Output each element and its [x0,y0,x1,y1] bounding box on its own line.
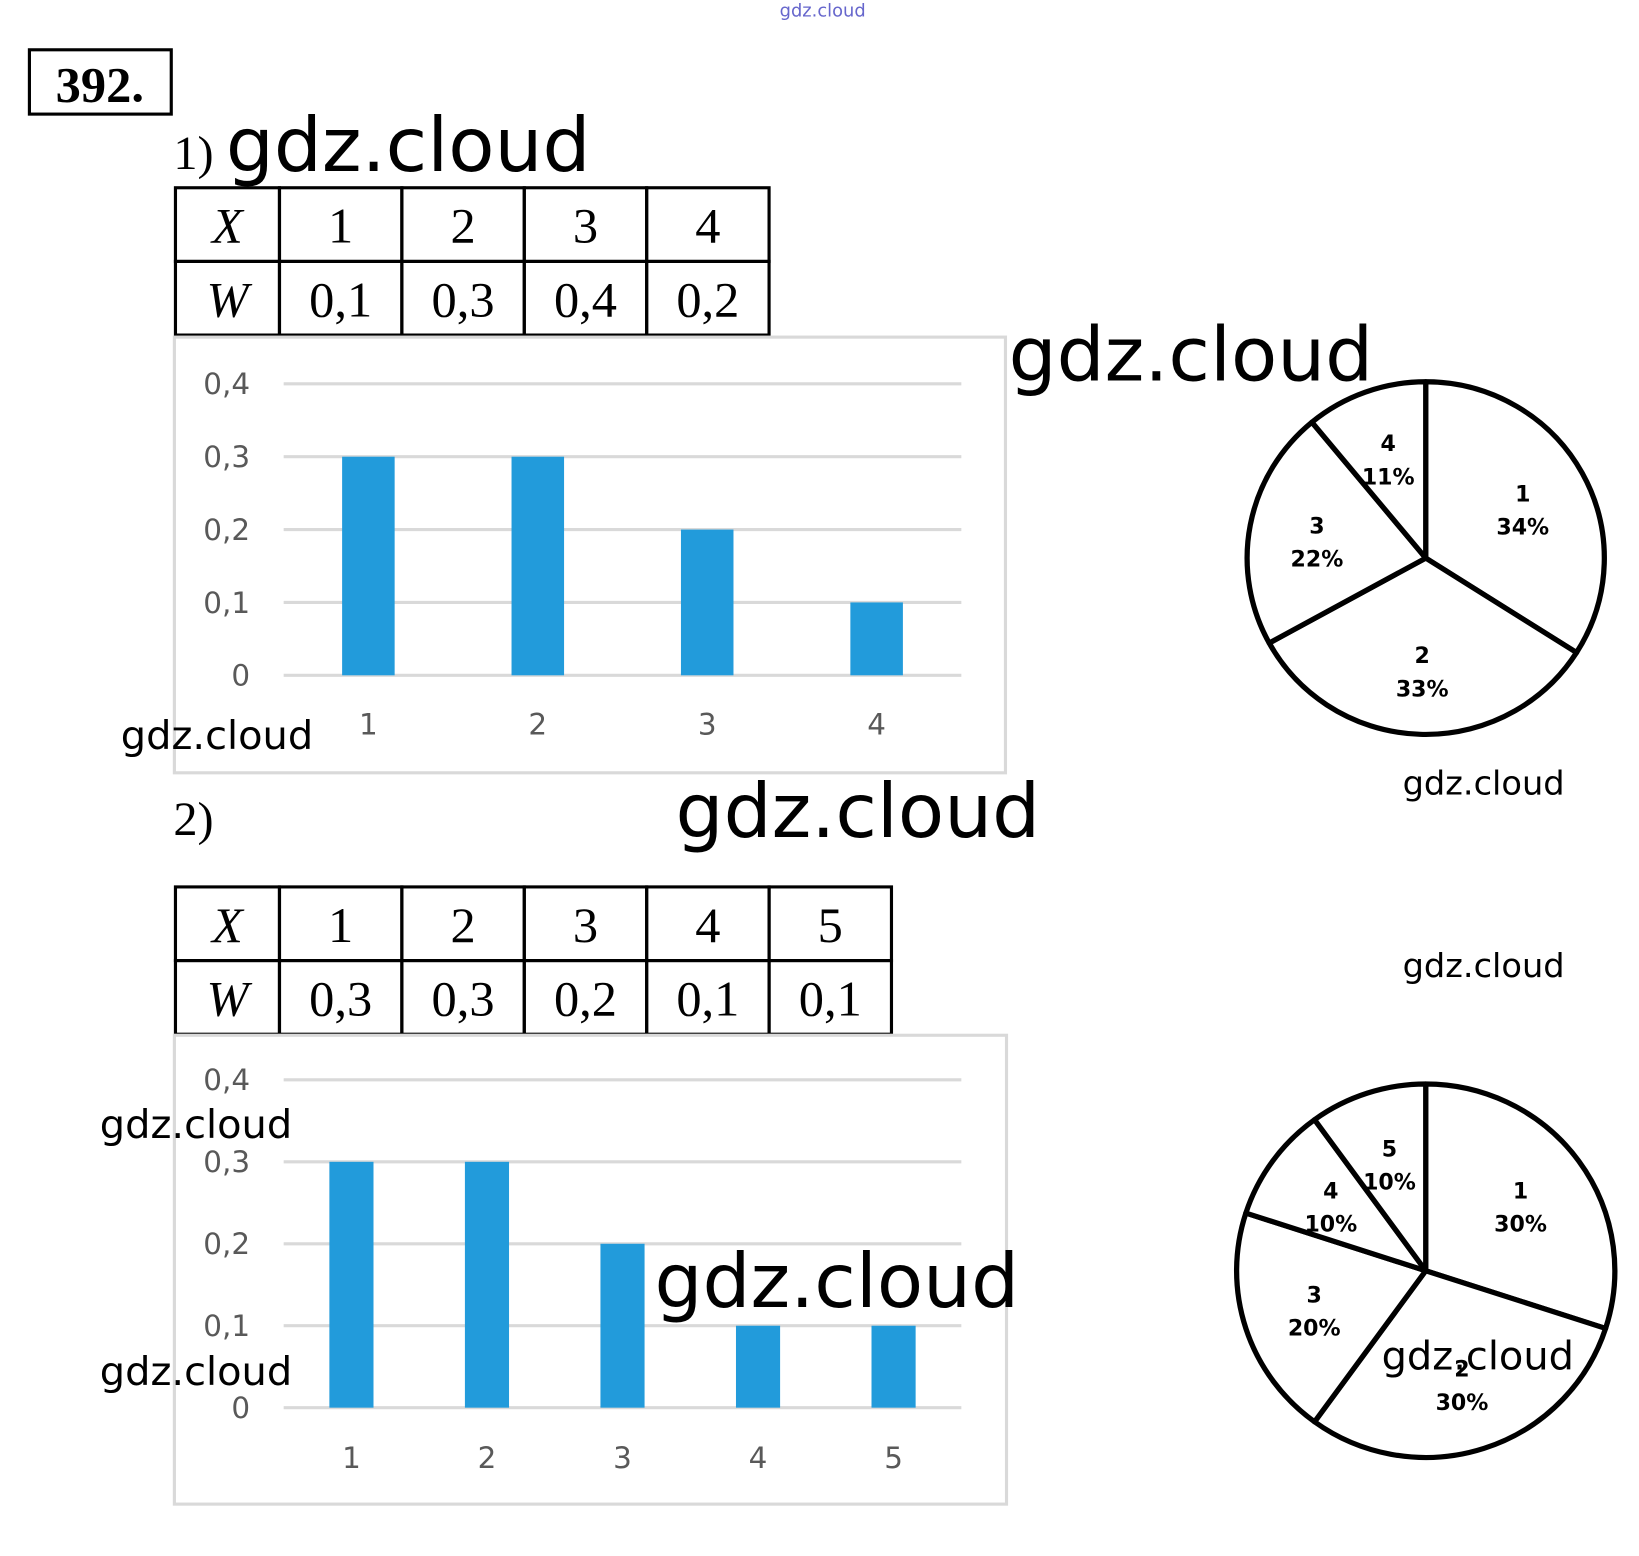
cell-text: 0,2 [676,272,739,328]
watermark: gdz.cloud [100,1349,292,1395]
pie-category: 1 [1513,1180,1528,1205]
watermark: gdz.cloud [676,768,1041,855]
chart-frame [172,335,1008,775]
watermark: gdz.cloud [1009,311,1374,398]
watermark: gdz.cloud [1403,764,1565,803]
problem-number: 392. [56,57,144,113]
y-tick-label: 0 [231,659,250,693]
cell-text: 4 [695,897,720,953]
cell-text: 0,3 [432,971,495,1027]
bar [735,1325,781,1408]
y-tick-label: 0,2 [203,513,250,547]
pie-value-label: 30% [1494,1213,1547,1238]
cell-text: X [210,897,245,953]
watermark: gdz.cloud [121,713,313,759]
y-tick-label: 0,4 [203,367,250,401]
part-label: 2) [173,793,213,846]
cell-text: 0,2 [554,971,617,1027]
bar [850,602,903,676]
y-tick-label: 0,3 [203,440,250,474]
pie-slice [1243,1117,1429,1274]
x-tick-label: 1 [359,708,378,742]
x-tick-label: 3 [698,708,717,742]
pie-slice [1244,419,1429,646]
watermark: gdz.cloud [100,1102,292,1148]
pie-value-label: 20% [1288,1317,1341,1342]
pie-value-label: 10% [1363,1171,1416,1196]
cell-text: 0,3 [309,971,372,1027]
cell-text: 2 [450,897,475,953]
pie-slice [1423,1081,1618,1332]
chart-frame [172,1033,1009,1506]
pie-category: 1 [1515,482,1530,507]
y-tick-label: 0 [231,1391,250,1425]
bar [871,1325,916,1408]
x-tick-label: 5 [884,1441,903,1475]
bar [680,529,734,676]
pie-value-label: 33% [1396,678,1449,703]
pie-category: 5 [1382,1138,1397,1163]
cell-text: 3 [573,198,598,254]
cell-text: 0,4 [554,272,617,328]
cell-text: 4 [695,198,720,254]
cell-text: 0,1 [676,971,739,1027]
x-tick-label: 4 [867,708,886,742]
cell-text: 5 [818,897,843,953]
number-box [27,48,173,116]
pie-slice [1234,1210,1429,1425]
y-tick-label: 0,1 [203,1309,250,1343]
bar [329,1161,374,1408]
pie-slice [1311,1081,1429,1274]
table-cell [645,259,771,337]
pie-slice [1311,1268,1609,1461]
cell-text: W [206,272,252,328]
watermark: gdz.cloud [655,1237,1020,1324]
part-label: 1) [173,127,213,180]
bar [600,1243,645,1408]
cell-text: X [210,198,245,254]
pie-category: 3 [1309,515,1324,540]
pie-value-label: 34% [1496,516,1549,541]
cell-text: W [206,971,252,1027]
watermark: gdz.cloud [1403,946,1565,985]
y-tick-label: 0,3 [203,1145,250,1179]
bar [511,456,565,676]
bar [464,1161,510,1408]
cell-text: 3 [573,897,598,953]
bar [342,456,395,676]
pie-category: 4 [1381,432,1396,457]
cell-text: 0,3 [432,272,495,328]
y-tick-label: 0,2 [203,1227,250,1261]
pie-category: 4 [1323,1180,1338,1205]
pie-category: 2 [1454,1358,1469,1383]
pie-category: 2 [1415,644,1430,669]
x-tick-label: 3 [613,1441,632,1475]
y-tick-label: 0,1 [203,586,250,620]
cell-text: 0,1 [309,272,372,328]
pie-value-label: 22% [1291,548,1344,573]
x-tick-label: 4 [749,1441,768,1475]
x-tick-label: 1 [342,1441,361,1475]
watermark: gdz.cloud [780,2,866,22]
pie-category: 3 [1307,1283,1322,1308]
pie-value-label: 30% [1436,1391,1489,1416]
pie-value-label: 11% [1362,465,1415,490]
x-tick-label: 2 [528,708,547,742]
pie-slice [1309,379,1429,561]
watermark: gdz.cloud [226,102,591,189]
cell-text: 1 [328,198,353,254]
cell-text: 1 [328,897,353,953]
x-tick-label: 2 [478,1441,497,1475]
watermark: gdz.cloud [1382,1334,1574,1380]
cell-text: 2 [450,198,475,254]
pie-value-label: 10% [1304,1213,1357,1238]
watermark: gdz.cloud [1471,1526,1522,1538]
y-tick-label: 0,4 [203,1063,250,1097]
cell-text: 0,1 [799,971,862,1027]
